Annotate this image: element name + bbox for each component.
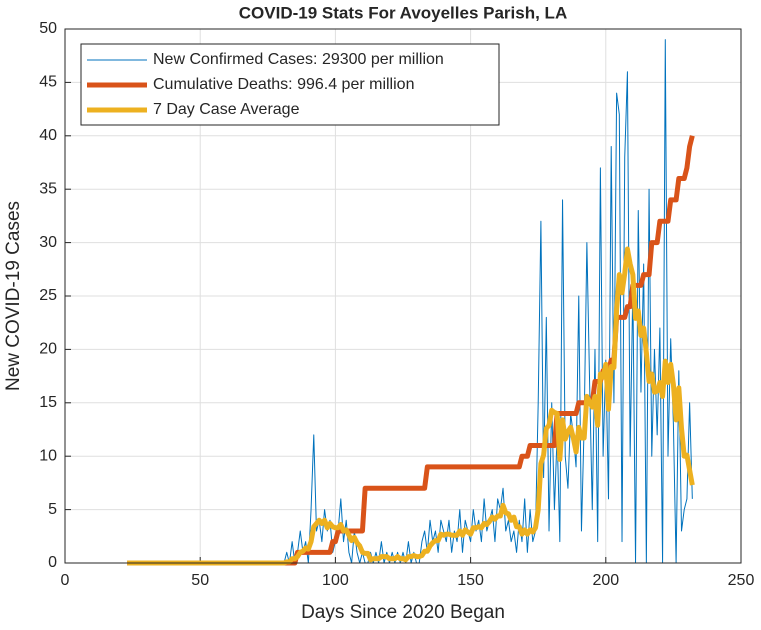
- y-tick-label: 40: [39, 127, 57, 144]
- x-tick-label: 150: [457, 572, 484, 589]
- x-axis-label: Days Since 2020 Began: [301, 602, 505, 623]
- x-tick-label: 200: [592, 572, 619, 589]
- y-tick-label: 50: [39, 20, 57, 37]
- y-tick-label: 0: [48, 554, 57, 571]
- y-tick-label: 5: [48, 501, 57, 518]
- y-axis-label: New COVID-19 Cases: [3, 201, 24, 391]
- legend-label: 7 Day Case Average: [153, 101, 300, 118]
- x-tick-label: 50: [191, 572, 209, 589]
- plot-frame: [64, 28, 742, 564]
- y-tick-label: 10: [39, 447, 57, 464]
- y-tick-label: 45: [39, 74, 57, 91]
- legend-label: Cumulative Deaths: 996.4 per million: [153, 76, 414, 93]
- y-tick-label: 20: [39, 341, 57, 358]
- x-tick-label: 250: [728, 572, 755, 589]
- legend-box: [80, 43, 500, 126]
- legend-label: New Confirmed Cases: 29300 per million: [153, 51, 444, 68]
- x-tick-label: 100: [322, 572, 349, 589]
- y-tick-label: 35: [39, 180, 57, 197]
- y-tick-label: 30: [39, 234, 57, 251]
- y-tick-label: 15: [39, 394, 57, 411]
- y-tick-label: 25: [39, 287, 57, 304]
- x-tick-label: 0: [61, 572, 70, 589]
- chart-title: COVID-19 Stats For Avoyelles Parish, LA: [239, 3, 567, 22]
